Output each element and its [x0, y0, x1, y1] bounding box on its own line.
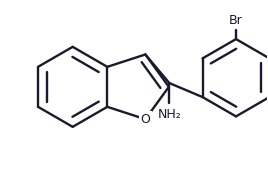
Text: O: O — [140, 113, 150, 126]
Text: Br: Br — [229, 14, 243, 27]
Text: O: O — [140, 113, 150, 126]
Text: NH₂: NH₂ — [158, 108, 181, 121]
